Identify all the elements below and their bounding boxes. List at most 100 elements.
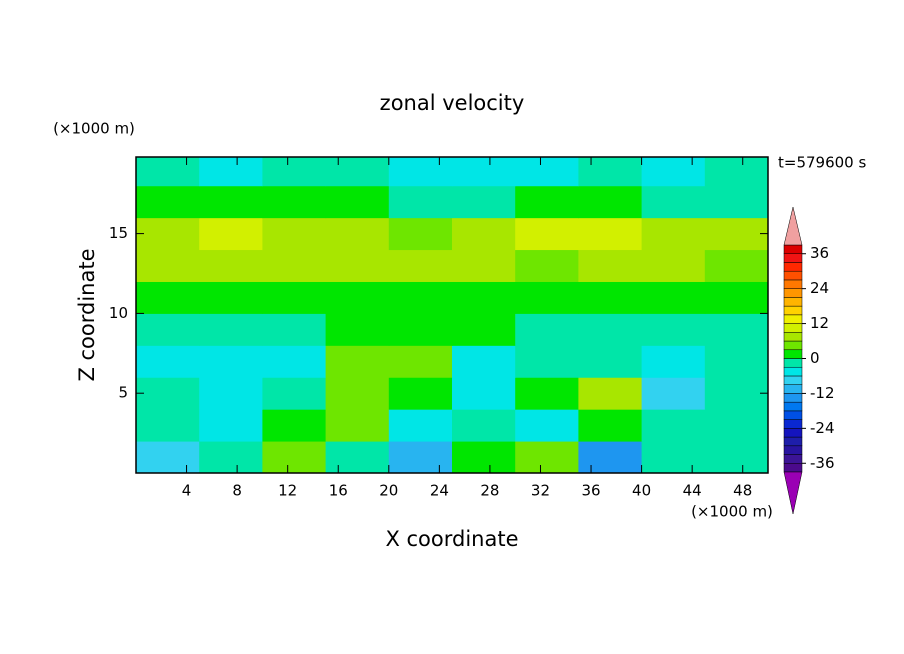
contour-cell xyxy=(262,217,327,251)
contour-cell xyxy=(515,185,579,219)
contour-cell xyxy=(641,185,706,219)
contour-cell xyxy=(325,313,390,346)
contour-cell xyxy=(704,441,769,474)
colorbar-box xyxy=(783,305,803,316)
y-tick-label: 10 xyxy=(109,304,128,322)
contour-cell xyxy=(578,345,643,378)
contour-cell xyxy=(515,313,579,346)
contour-cell xyxy=(704,217,769,251)
colorbar-tick-label: 36 xyxy=(810,244,829,262)
contour-cell xyxy=(199,409,263,442)
contour-cell xyxy=(388,217,453,251)
contour-cell xyxy=(388,313,453,346)
y-tick-label: 5 xyxy=(118,384,128,402)
contour-cell xyxy=(578,217,643,251)
x-tick-label: 28 xyxy=(480,482,499,500)
colorbar-box xyxy=(783,253,803,263)
contour-cell xyxy=(578,185,643,219)
plot-frame xyxy=(135,156,769,474)
contour-cell xyxy=(262,157,327,187)
colorbar-box xyxy=(783,332,803,342)
contour-cell xyxy=(262,409,327,442)
contour-cell xyxy=(641,377,706,410)
contour-cell xyxy=(325,217,390,251)
contour-cell xyxy=(325,409,390,442)
colorbar-box xyxy=(783,375,803,385)
contour-cell xyxy=(388,345,453,378)
contour-cell xyxy=(199,249,263,282)
colorbar-box xyxy=(783,244,803,254)
contour-cell xyxy=(578,377,643,410)
contour-cell xyxy=(704,157,769,187)
contour-cell xyxy=(262,345,327,378)
colorbar-box xyxy=(783,436,803,447)
contour-cell xyxy=(515,441,579,474)
colorbar-box xyxy=(783,401,803,412)
contour-cell xyxy=(199,345,263,378)
contour-cell xyxy=(136,377,200,410)
contour-cell xyxy=(578,157,643,187)
contour-cell xyxy=(199,313,263,346)
colorbar-tick-label: 24 xyxy=(810,279,829,297)
contour-cell xyxy=(704,345,769,378)
contour-cell xyxy=(641,345,706,378)
colorbar-box xyxy=(783,297,803,307)
contour-cell xyxy=(325,345,390,378)
contour-cell xyxy=(452,345,516,378)
colorbar-box xyxy=(783,393,803,403)
y-axis-label: Z coordinate xyxy=(75,248,99,381)
contour-cell xyxy=(452,249,516,282)
contour-cell xyxy=(641,157,706,187)
colorbar-box xyxy=(783,463,803,473)
contour-cell xyxy=(262,281,327,314)
contour-cell xyxy=(515,157,579,187)
x-tick-label: 12 xyxy=(278,482,297,500)
contour-cell xyxy=(578,281,643,314)
time-label: t=579600 s xyxy=(778,154,866,172)
contour-cell xyxy=(136,345,200,378)
contour-cell xyxy=(704,185,769,219)
x-tick-label: 4 xyxy=(182,482,192,500)
colorbar-box xyxy=(783,349,803,359)
contour-cell xyxy=(578,409,643,442)
contour-cell xyxy=(641,441,706,474)
contour-cell xyxy=(136,249,200,282)
contour-cell xyxy=(388,157,453,187)
contour-cell xyxy=(199,157,263,187)
contour-cell xyxy=(641,409,706,442)
contour-cell xyxy=(704,409,769,442)
contour-cell xyxy=(452,157,516,187)
x-tick-label: 16 xyxy=(329,482,348,500)
colorbar-tick-label: 12 xyxy=(810,314,829,332)
contour-cell xyxy=(199,281,263,314)
contour-cell xyxy=(704,281,769,314)
contour-cell xyxy=(388,409,453,442)
contour-cell xyxy=(388,377,453,410)
contour-cell xyxy=(199,377,263,410)
contour-cell xyxy=(641,217,706,251)
contour-cell xyxy=(262,313,327,346)
colorbar-box xyxy=(783,428,803,438)
colorbar-box xyxy=(783,279,803,289)
colorbar-over xyxy=(783,206,803,246)
contour-cell xyxy=(199,185,263,219)
contour-cell xyxy=(136,441,200,474)
contour-cell xyxy=(578,249,643,282)
contour-cell xyxy=(452,217,516,251)
colorbar-box xyxy=(783,262,803,272)
contour-cell xyxy=(578,313,643,346)
x-tick-label: 36 xyxy=(581,482,600,500)
contour-cell xyxy=(641,281,706,314)
contour-cell xyxy=(641,313,706,346)
contour-cell xyxy=(452,377,516,410)
contour-cell xyxy=(262,377,327,410)
x-tick-label: 20 xyxy=(379,482,398,500)
contour-cell xyxy=(452,185,516,219)
contour-cell xyxy=(515,217,579,251)
colorbar-box xyxy=(783,384,803,394)
x-tick-label: 44 xyxy=(683,482,702,500)
colorbar-box xyxy=(783,288,803,298)
contour-cell xyxy=(704,377,769,410)
colorbar-under xyxy=(783,471,803,515)
